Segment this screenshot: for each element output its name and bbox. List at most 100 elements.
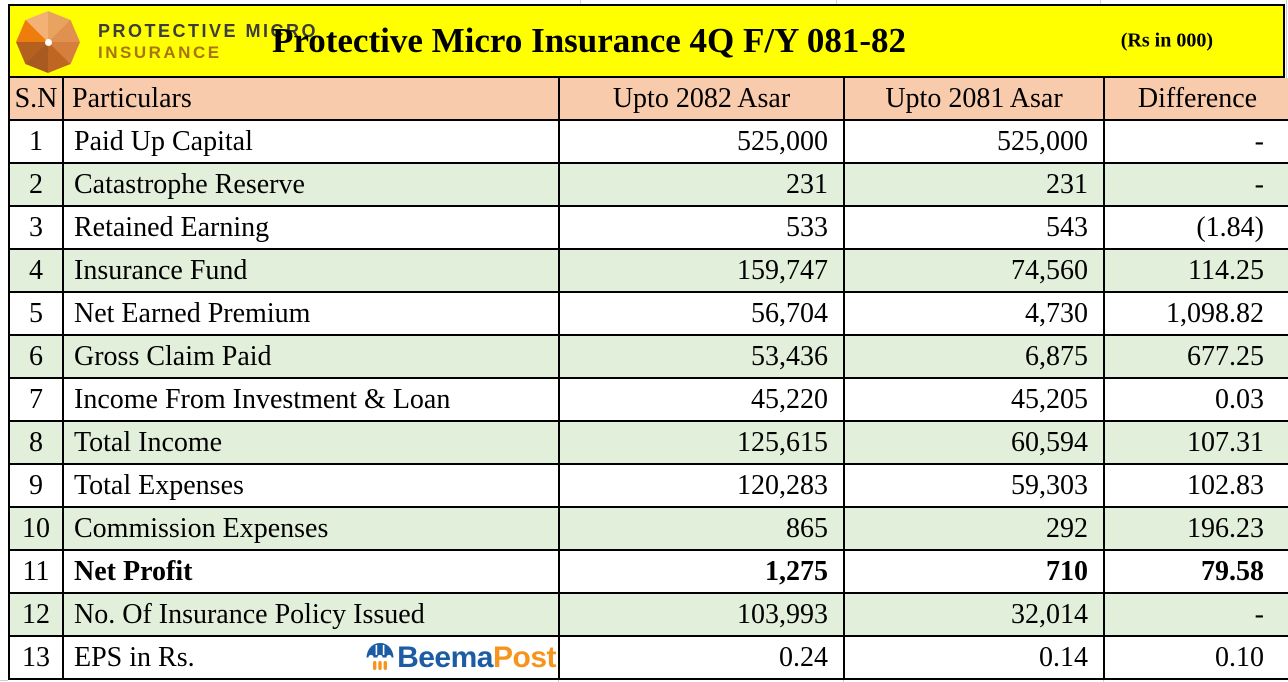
cell-upto-2082: 865 [558, 506, 845, 551]
cell-particulars: Retained Earning [62, 205, 560, 250]
beemapost-text-post: Post [492, 640, 557, 674]
cell-difference: - [1103, 162, 1288, 207]
cell-upto-2081: 4,730 [843, 291, 1105, 336]
cell-upto-2081: 710 [843, 549, 1105, 594]
logo-name-line1: PROTECTIVE MICRO [98, 21, 319, 41]
cell-difference: 1,098.82 [1103, 291, 1288, 336]
cell-particulars: Total Income [62, 420, 560, 465]
cell-upto-2081: 0.14 [843, 635, 1105, 680]
cell-sn: 2 [8, 162, 64, 207]
sheet-gridline [1286, 0, 1287, 78]
table-row: 13 EPS in Rs. Beema Post 0.24 0.14 0.10 [8, 635, 1288, 680]
cell-upto-2082: 159,747 [558, 248, 845, 293]
cell-sn: 1 [8, 119, 64, 164]
title-bar: PROTECTIVE MICRO INSURANCE Protective Mi… [8, 4, 1285, 78]
sheet-gridline [0, 680, 8, 681]
cell-upto-2082: 0.24 [558, 635, 845, 680]
report-title: Protective Micro Insurance 4Q F/Y 081-82 [271, 21, 907, 60]
cell-difference: 196.23 [1103, 506, 1288, 551]
cell-sn: 11 [8, 549, 64, 594]
cell-particulars: Insurance Fund [62, 248, 560, 293]
cell-difference: - [1103, 119, 1288, 164]
sheet-gridline [843, 678, 844, 682]
column-header-upto-2081: Upto 2081 Asar [843, 78, 1105, 121]
logo-name-line2: INSURANCE [98, 43, 222, 62]
table-row: 9 Total Expenses 120,283 59,303 102.83 [8, 463, 1288, 508]
beemapost-watermark: Beema Post [365, 640, 557, 674]
cell-particulars: Income From Investment & Loan [62, 377, 560, 422]
cell-sn: 5 [8, 291, 64, 336]
table-row: 5 Net Earned Premium 56,704 4,730 1,098.82 [8, 291, 1288, 336]
cell-sn: 9 [8, 463, 64, 508]
cell-upto-2081: 525,000 [843, 119, 1105, 164]
cell-sn: 4 [8, 248, 64, 293]
cell-upto-2082: 525,000 [558, 119, 845, 164]
cell-upto-2081: 60,594 [843, 420, 1105, 465]
table-row: 10 Commission Expenses 865 292 196.23 [8, 506, 1288, 551]
cell-upto-2082: 103,993 [558, 592, 845, 637]
cell-upto-2081: 231 [843, 162, 1105, 207]
table-row: 6 Gross Claim Paid 53,436 6,875 677.25 [8, 334, 1288, 379]
column-header-particulars: Particulars [62, 78, 560, 121]
cell-upto-2082: 120,283 [558, 463, 845, 508]
sheet-gridline [1103, 678, 1104, 682]
cell-sn: 12 [8, 592, 64, 637]
umbrella-logo-icon [16, 11, 80, 73]
cell-particulars: Total Expenses [62, 463, 560, 508]
table-row: 12 No. Of Insurance Policy Issued 103,993 3… [8, 592, 1288, 637]
table-body: 1 Paid Up Capital 525,000 525,000-2 Catastro… [8, 119, 1288, 680]
cell-particulars: Gross Claim Paid [62, 334, 560, 379]
cell-difference: 102.83 [1103, 463, 1288, 508]
cell-upto-2082: 125,615 [558, 420, 845, 465]
cell-upto-2081: 6,875 [843, 334, 1105, 379]
cell-difference: 677.25 [1103, 334, 1288, 379]
beemapost-text-beema: Beema [397, 640, 493, 674]
cell-particulars: Commission Expenses [62, 506, 560, 551]
cell-particulars: Net Earned Premium [62, 291, 560, 336]
cell-difference: 79.58 [1103, 549, 1288, 594]
unit-note: (Rs in 000) [1120, 29, 1213, 52]
sheet-gridline [580, 0, 581, 4]
cell-difference: 0.10 [1103, 635, 1288, 680]
cell-sn: 13 [8, 635, 64, 680]
cell-sn: 6 [8, 334, 64, 379]
cell-particulars: EPS in Rs. Beema Post [62, 635, 560, 680]
cell-upto-2081: 59,303 [843, 463, 1105, 508]
table-header-row: S.N Particulars Upto 2082 Asar Upto 2081… [8, 78, 1288, 121]
cell-sn: 3 [8, 205, 64, 250]
cell-difference: 114.25 [1103, 248, 1288, 293]
table-row: 2 Catastrophe Reserve 231 231- [8, 162, 1288, 207]
cell-particulars: Net Profit [62, 549, 560, 594]
cell-upto-2081: 74,560 [843, 248, 1105, 293]
table-row: 11 Net Profit 1,275 710 79.58 [8, 549, 1288, 594]
cell-upto-2081: 45,205 [843, 377, 1105, 422]
sheet-gridline [1100, 0, 1101, 4]
cell-difference: 0.03 [1103, 377, 1288, 422]
table-row: 4 Insurance Fund 159,747 74,560 114.25 [8, 248, 1288, 293]
column-header-sn: S.N [8, 78, 64, 121]
cell-particulars: Catastrophe Reserve [62, 162, 560, 207]
table-row: 3 Retained Earning 533 543 (1.84) [8, 205, 1288, 250]
table-row: 1 Paid Up Capital 525,000 525,000- [8, 119, 1288, 164]
cell-upto-2081: 543 [843, 205, 1105, 250]
table-row: 7 Income From Investment & Loan 45,220 45,2… [8, 377, 1288, 422]
company-logo-text: PROTECTIVE MICRO INSURANCE [98, 21, 318, 63]
column-header-difference: Difference [1103, 78, 1288, 121]
sheet-gridline [558, 678, 559, 682]
cell-upto-2081: 292 [843, 506, 1105, 551]
beemapost-umbrella-icon [366, 642, 394, 670]
financial-table: S.N Particulars Upto 2082 Asar Upto 2081… [8, 78, 1288, 680]
cell-upto-2082: 53,436 [558, 334, 845, 379]
cell-sn: 7 [8, 377, 64, 422]
cell-particulars: No. Of Insurance Policy Issued [62, 592, 560, 637]
company-logo: PROTECTIVE MICRO INSURANCE [16, 9, 318, 75]
cell-upto-2082: 45,220 [558, 377, 845, 422]
cell-upto-2081: 32,014 [843, 592, 1105, 637]
cell-upto-2082: 231 [558, 162, 845, 207]
cell-difference: 107.31 [1103, 420, 1288, 465]
cell-particulars: Paid Up Capital [62, 119, 560, 164]
cell-sn: 10 [8, 506, 64, 551]
cell-sn: 8 [8, 420, 64, 465]
sheet-gridline [836, 0, 837, 4]
